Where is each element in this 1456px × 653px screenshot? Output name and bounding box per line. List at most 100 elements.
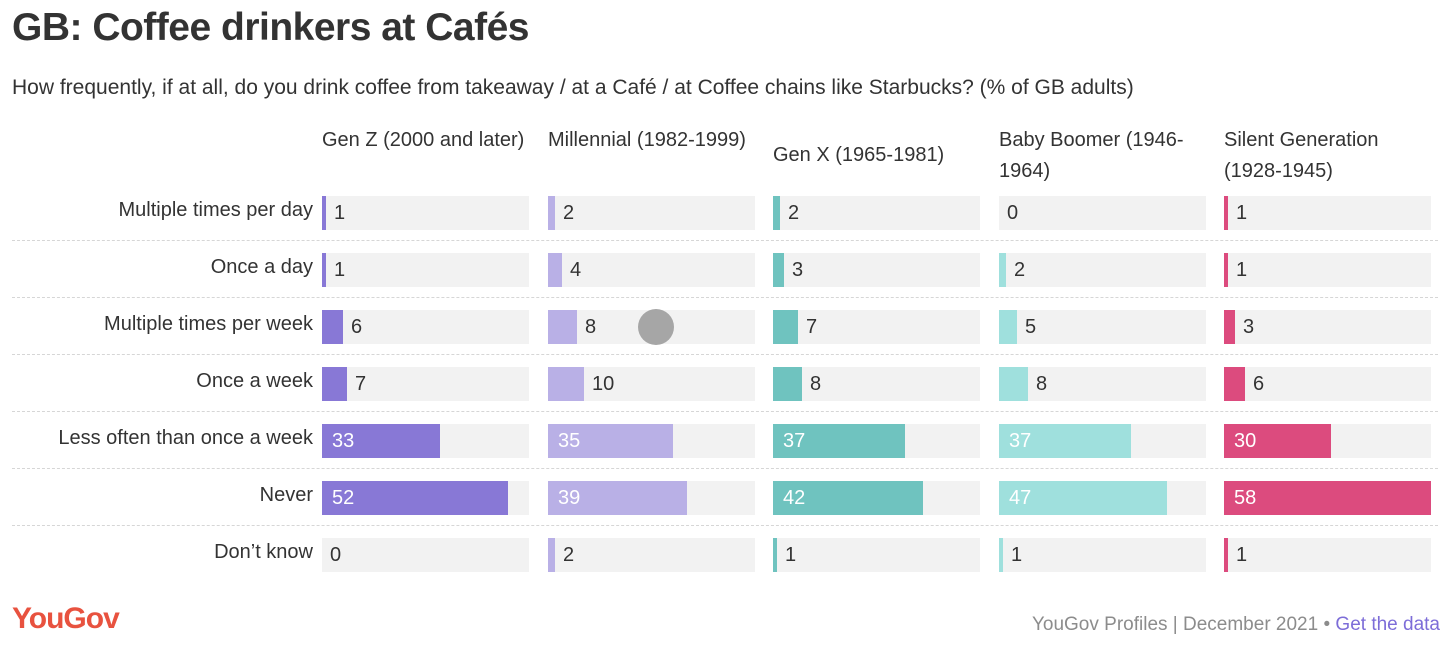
bar-silent [1224, 481, 1431, 515]
row-label: Don’t know [214, 541, 313, 563]
bar-track [1224, 196, 1431, 230]
bar-track [999, 538, 1206, 572]
row-separator [12, 240, 1438, 241]
chart-title: GB: Coffee drinkers at Cafés [12, 6, 529, 49]
bar-track [548, 196, 755, 230]
bar-track [322, 196, 529, 230]
value-label: 37 [1009, 430, 1032, 452]
value-label: 8 [1036, 373, 1048, 395]
bar-millennial [548, 367, 584, 401]
bar-silent [1224, 538, 1228, 572]
row-separator [12, 525, 1438, 526]
bar-track [999, 253, 1206, 287]
source-text: YouGov Profiles | December 2021 [1031, 614, 1319, 635]
bar-silent [1224, 367, 1245, 401]
bar-gen_z [322, 253, 326, 287]
row-label: Once a week [196, 370, 313, 392]
bar-gen_x [773, 424, 905, 458]
value-label: 42 [783, 487, 806, 509]
bar-silent [1224, 424, 1331, 458]
bar-boomer [999, 310, 1017, 344]
value-label: 1 [1236, 202, 1248, 224]
value-label: 1 [1236, 259, 1248, 281]
bar-boomer [999, 424, 1131, 458]
bar-gen_z [322, 367, 347, 401]
bar-millennial [548, 253, 562, 287]
bar-track [773, 310, 980, 344]
value-label: 1 [1011, 544, 1023, 566]
bar-track [773, 538, 980, 572]
bar-track [322, 253, 529, 287]
cursor-indicator [638, 309, 674, 345]
row-separator [12, 411, 1438, 412]
value-label: 35 [558, 430, 581, 452]
bar-boomer [999, 367, 1028, 401]
value-label: 5 [1025, 316, 1037, 338]
get-the-data-link[interactable]: Get the data [1335, 614, 1440, 635]
bar-silent [1224, 196, 1228, 230]
row-separator [12, 354, 1438, 355]
column-header-boomer: Baby Boomer (1946-1964) [999, 129, 1184, 182]
value-label: 2 [563, 202, 575, 224]
bar-gen_x [773, 196, 780, 230]
row-label: Multiple times per day [118, 199, 313, 221]
value-label: 37 [783, 430, 806, 452]
row-separator [12, 468, 1438, 469]
bar-track [322, 310, 529, 344]
row-label: Once a day [210, 256, 313, 278]
value-label: 52 [332, 487, 355, 509]
bar-track [1224, 538, 1431, 572]
bar-millennial [548, 310, 577, 344]
value-label: 2 [788, 202, 800, 224]
value-label: 0 [1007, 202, 1019, 224]
bar-gen_z [322, 196, 326, 230]
bar-gen_z [322, 310, 343, 344]
bar-boomer [999, 538, 1003, 572]
value-label: 1 [334, 202, 346, 224]
bar-gen_x [773, 538, 777, 572]
bar-millennial [548, 196, 555, 230]
value-label: 0 [330, 544, 342, 566]
bar-gen_x [773, 253, 784, 287]
bar-millennial [548, 538, 555, 572]
bar-track [1224, 310, 1431, 344]
value-label: 7 [806, 316, 818, 338]
value-label: 1 [1236, 544, 1248, 566]
bar-track [1224, 253, 1431, 287]
footer-separator: • [1323, 614, 1331, 635]
row-label: Less often than once a week [58, 427, 313, 449]
value-label: 58 [1234, 487, 1257, 509]
value-label: 3 [1243, 316, 1255, 338]
value-label: 4 [570, 259, 582, 281]
value-label: 8 [810, 373, 822, 395]
row-label: Multiple times per week [104, 313, 313, 335]
bar-track [773, 196, 980, 230]
column-header-gen_z: Gen Z (2000 and later) [322, 129, 525, 151]
value-label: 2 [563, 544, 575, 566]
bar-millennial [548, 424, 673, 458]
value-label: 6 [1253, 373, 1265, 395]
footer-source: YouGov Profiles | December 2021 • Get th… [1032, 614, 1440, 636]
bar-millennial [548, 481, 687, 515]
bar-gen_x [773, 310, 798, 344]
value-label: 39 [558, 487, 581, 509]
bar-gen_z [322, 424, 440, 458]
bar-track [548, 538, 755, 572]
bar-silent [1224, 253, 1228, 287]
value-label: 1 [334, 259, 346, 281]
bar-track [999, 196, 1206, 230]
value-label: 3 [792, 259, 804, 281]
bar-gen_x [773, 481, 923, 515]
bar-track [1224, 367, 1431, 401]
value-label: 7 [355, 373, 367, 395]
column-header-millennial: Millennial (1982-1999) [548, 129, 746, 151]
value-label: 10 [592, 373, 615, 395]
bar-boomer [999, 253, 1006, 287]
value-label: 1 [785, 544, 797, 566]
bar-track [548, 253, 755, 287]
column-header-silent: Silent Generation (1928-1945) [1224, 129, 1379, 182]
bar-track [322, 367, 529, 401]
row-separator [12, 297, 1438, 298]
chart-subtitle: How frequently, if at all, do you drink … [12, 76, 1134, 99]
value-label: 8 [585, 316, 597, 338]
